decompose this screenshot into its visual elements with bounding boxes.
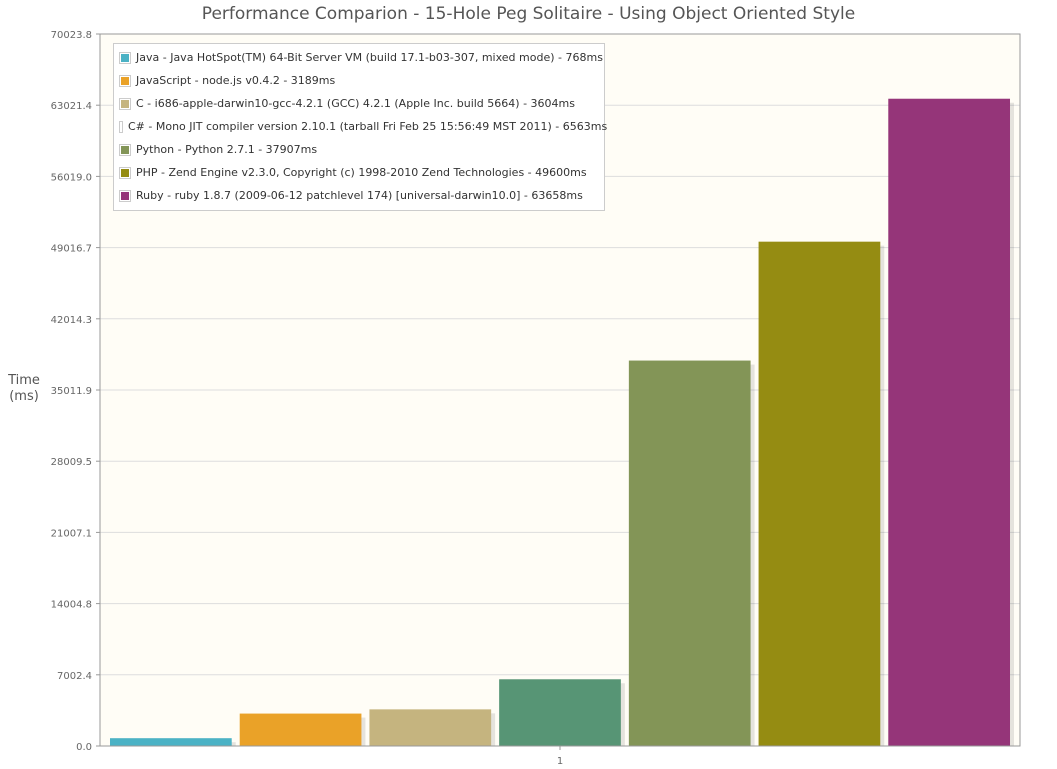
legend-label: Ruby - ruby 1.8.7 (2009-06-12 patchlevel… bbox=[136, 189, 583, 202]
legend-swatch bbox=[119, 120, 123, 133]
legend-item: JavaScript - node.js v0.4.2 - 3189ms bbox=[114, 69, 604, 92]
legend-swatch bbox=[119, 74, 131, 87]
legend-label: Python - Python 2.7.1 - 37907ms bbox=[136, 143, 318, 156]
y-tick-label: 14004.8 bbox=[51, 600, 92, 611]
legend-item: C# - Mono JIT compiler version 2.10.1 (t… bbox=[114, 115, 608, 138]
y-tick-label: 0.0 bbox=[76, 742, 92, 753]
bar bbox=[499, 679, 621, 746]
bar bbox=[758, 241, 881, 746]
legend-swatch bbox=[119, 166, 131, 179]
bar bbox=[110, 738, 232, 746]
legend-label: PHP - Zend Engine v2.3.0, Copyright (c) … bbox=[136, 166, 587, 179]
legend-label: JavaScript - node.js v0.4.2 - 3189ms bbox=[136, 74, 336, 87]
legend-swatch bbox=[119, 51, 131, 64]
legend-swatch bbox=[119, 97, 131, 110]
bar bbox=[628, 360, 751, 746]
legend-swatch bbox=[119, 189, 131, 202]
y-tick-label: 7002.4 bbox=[57, 671, 92, 682]
bar bbox=[369, 709, 492, 746]
legend-label: C - i686-apple-darwin10-gcc-4.2.1 (GCC) … bbox=[136, 97, 575, 110]
bar bbox=[239, 713, 362, 746]
legend-item: PHP - Zend Engine v2.3.0, Copyright (c) … bbox=[114, 161, 604, 184]
axis-layer: 0.0 7002.4 14004.8 21007.1 28009.5 35011.9 420… bbox=[51, 30, 1021, 767]
y-axis-label-line1: Time bbox=[8, 373, 40, 388]
y-tick-label: 56019.0 bbox=[51, 172, 92, 183]
legend-label: C# - Mono JIT compiler version 2.10.1 (t… bbox=[128, 120, 608, 133]
legend: Java - Java HotSpot(TM) 64-Bit Server VM… bbox=[113, 43, 608, 211]
legend-item: C - i686-apple-darwin10-gcc-4.2.1 (GCC) … bbox=[114, 92, 604, 115]
y-tick-label: 21007.1 bbox=[51, 528, 92, 539]
bar bbox=[888, 98, 1010, 746]
bars-layer bbox=[110, 98, 1014, 746]
y-tick-label: 70023.8 bbox=[51, 30, 92, 41]
legend-item: Python - Python 2.7.1 - 37907ms bbox=[114, 138, 604, 161]
y-axis-label: Time (ms) bbox=[4, 373, 44, 405]
legend-swatch bbox=[119, 143, 131, 156]
y-tick-label: 63021.4 bbox=[51, 101, 92, 112]
legend-item: Java - Java HotSpot(TM) 64-Bit Server VM… bbox=[114, 46, 604, 69]
y-tick-label: 28009.5 bbox=[51, 457, 92, 468]
legend-item: Ruby - ruby 1.8.7 (2009-06-12 patchlevel… bbox=[114, 184, 604, 207]
y-tick-label: 42014.3 bbox=[51, 315, 92, 326]
y-axis-label-line2: (ms) bbox=[9, 389, 39, 404]
x-tick-label: 1 bbox=[557, 756, 563, 767]
y-tick-label: 49016.7 bbox=[51, 244, 92, 255]
y-tick-label: 35011.9 bbox=[51, 386, 92, 397]
legend-label: Java - Java HotSpot(TM) 64-Bit Server VM… bbox=[136, 51, 603, 64]
chart-title: Performance Comparion - 15-Hole Peg Soli… bbox=[201, 4, 856, 24]
